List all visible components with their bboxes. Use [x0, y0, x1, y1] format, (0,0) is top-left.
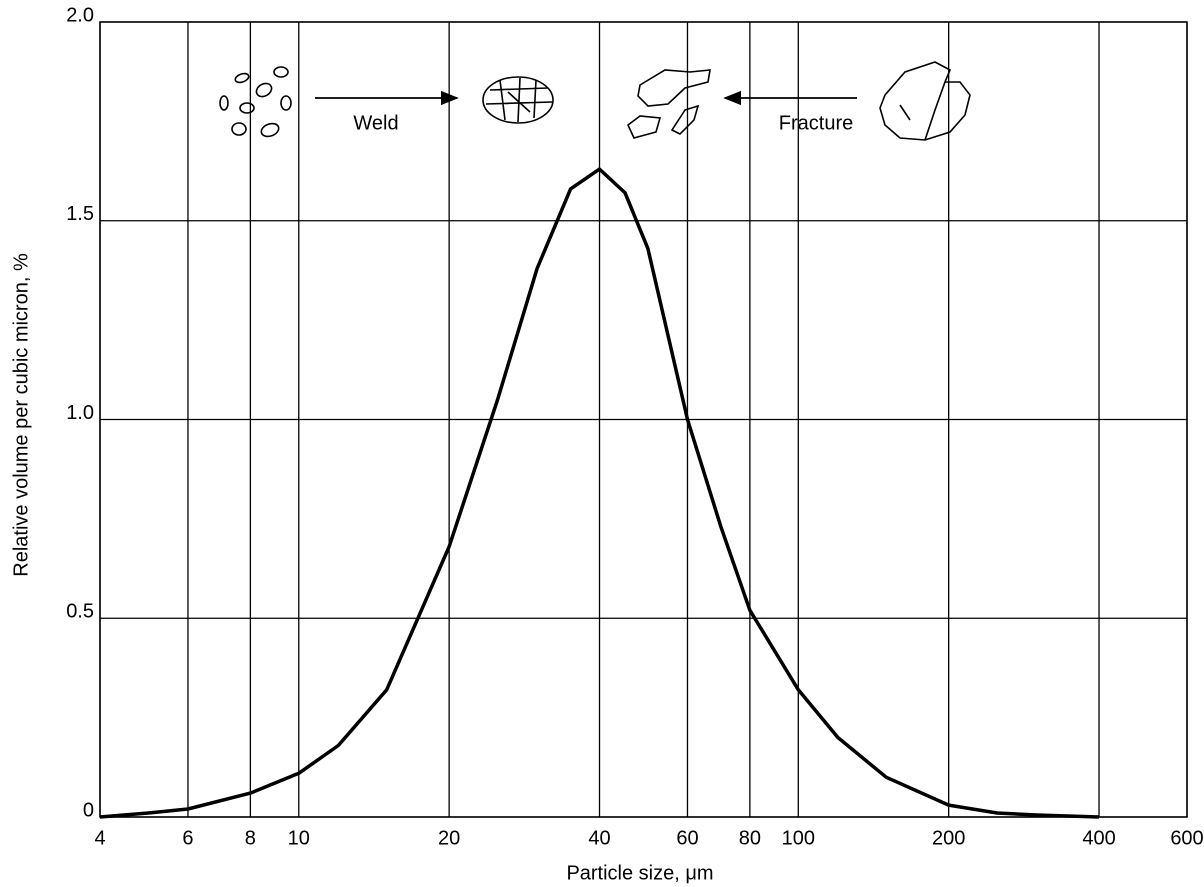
- x-tick-label: 10: [288, 827, 310, 849]
- icon-small-particles: [219, 66, 292, 138]
- annotation: Fracture: [779, 112, 853, 134]
- x-tick-label: 8: [245, 827, 256, 849]
- icon-large-particle: [879, 61, 971, 141]
- x-tick-label: 4: [94, 827, 105, 849]
- icon-fractured-particles: [627, 69, 711, 139]
- icon-welded-particle: [482, 76, 554, 124]
- x-tick-label: 400: [1082, 827, 1115, 849]
- y-tick-label: 1.0: [66, 402, 94, 424]
- x-tick-label: 80: [739, 827, 761, 849]
- x-tick-label: 200: [932, 827, 965, 849]
- x-tick-label: 600: [1170, 827, 1203, 849]
- x-axis-label: Particle size, μm: [566, 862, 713, 884]
- y-tick-label: 0.5: [66, 601, 94, 623]
- x-tick-label: 100: [782, 827, 815, 849]
- y-tick-label: 1.5: [66, 203, 94, 225]
- data-line: [99, 167, 1100, 819]
- x-tick-label: 60: [676, 827, 698, 849]
- y-tick-label: 0: [83, 799, 94, 821]
- x-tick-label: 6: [182, 827, 193, 849]
- y-axis-label: Relative volume per cubic micron, %: [10, 253, 32, 577]
- x-tick-label: 40: [588, 827, 610, 849]
- x-tick-label: 20: [438, 827, 460, 849]
- y-tick-label: 2.0: [66, 4, 94, 26]
- annotation: Weld: [353, 112, 398, 134]
- plot-frame: [99, 21, 1188, 818]
